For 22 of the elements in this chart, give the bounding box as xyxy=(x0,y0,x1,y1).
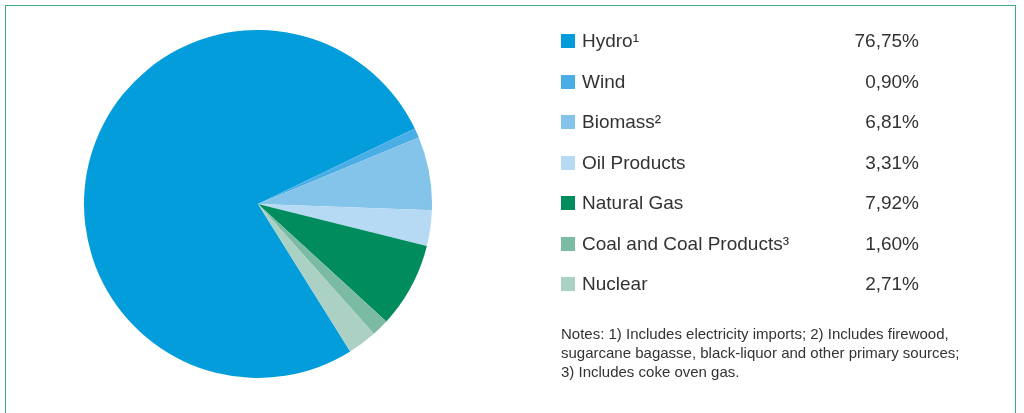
pie-slice xyxy=(258,204,374,352)
data-label: 76,75% xyxy=(854,30,919,53)
data-label: 2,71% xyxy=(865,273,919,296)
data-label: 6,81% xyxy=(865,111,919,134)
legend-label: Natural Gas xyxy=(582,192,685,215)
data-label: 3,31% xyxy=(865,151,919,174)
pie-slice xyxy=(258,204,427,322)
pie-slice xyxy=(258,137,432,211)
pie-slice xyxy=(84,30,415,378)
legend-label: Nuclear xyxy=(582,273,649,296)
data-label: 1,60% xyxy=(865,232,919,255)
legend-label: Oil Products xyxy=(582,151,687,174)
legend-label: Wind xyxy=(582,70,627,93)
pie-slice xyxy=(258,128,419,204)
legend-label: Coal and Coal Products³ xyxy=(582,232,790,255)
data-label: 7,92% xyxy=(865,192,919,215)
legend-label: Biomass² xyxy=(582,111,663,134)
pie-slice xyxy=(258,204,432,247)
text: Notes: 1) Includes electricity imports; 2) Includes firewood, sugarcane bagasse, black-liquor and other primary sources; 3) Includes coke oven gas. xyxy=(561,324,961,381)
pie-slice xyxy=(258,204,387,334)
legend-label: Hydro¹ xyxy=(582,30,640,53)
data-label: 0,90% xyxy=(865,70,919,93)
